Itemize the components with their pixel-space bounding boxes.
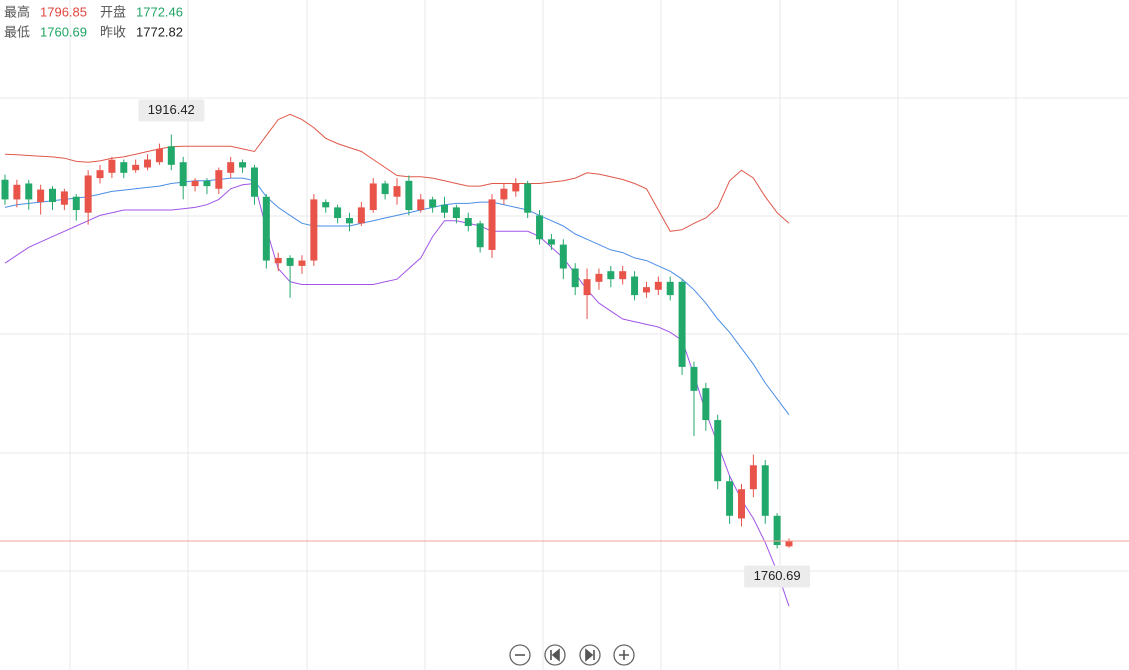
candle-body — [179, 162, 187, 187]
candle-body — [619, 271, 627, 280]
candle-body — [262, 196, 270, 261]
candle-body — [500, 188, 508, 200]
candle-body — [227, 162, 235, 173]
price-tag-box — [744, 565, 811, 588]
candle-body — [274, 257, 282, 264]
candle-body — [120, 162, 128, 173]
header-label: 开盘 — [100, 4, 126, 19]
candle-body — [512, 183, 520, 192]
candle-body — [96, 170, 104, 179]
candle-body — [144, 159, 152, 168]
candle-body — [749, 465, 757, 490]
candle-body — [654, 281, 662, 290]
header-label: 昨收 — [100, 24, 126, 39]
zoom-in-button[interactable] — [613, 644, 635, 666]
candle-body — [785, 541, 793, 547]
candle-body — [524, 183, 532, 213]
candle-body — [702, 388, 710, 421]
candle-body — [25, 183, 33, 200]
candle-body — [429, 199, 437, 208]
price-tag: 1760.69 — [754, 568, 801, 583]
candle-body — [583, 279, 591, 296]
header-value: 1772.82 — [136, 24, 183, 39]
candle-body — [417, 199, 425, 211]
band-line — [4, 177, 790, 416]
candle-body — [464, 218, 472, 226]
candle-body — [239, 162, 247, 168]
candle-body — [476, 223, 484, 248]
plot: 1916.42 1760.69 — [0, 99, 1129, 607]
candle-body — [357, 207, 365, 224]
candle-body — [108, 159, 116, 173]
candle-body — [167, 146, 175, 165]
header-value: 1760.69 — [40, 24, 87, 39]
candle-body — [132, 164, 140, 171]
candle-body — [322, 202, 330, 208]
candle-body — [536, 215, 544, 240]
candle-body — [642, 287, 650, 293]
candle-body — [298, 260, 306, 266]
band-line — [4, 182, 790, 607]
candle-body — [773, 515, 781, 546]
candle-body — [737, 489, 745, 519]
header-label: 最低 — [4, 24, 30, 39]
first-button[interactable] — [544, 644, 566, 666]
candle-body — [381, 183, 389, 195]
header-value: 1796.85 — [40, 4, 87, 19]
candle-body — [203, 180, 211, 187]
candle-body — [452, 207, 460, 219]
price-tag: 1916.42 — [148, 102, 195, 117]
candle-body — [250, 167, 258, 197]
band-line — [4, 113, 790, 232]
candle-body — [726, 481, 734, 516]
candle-body — [393, 186, 401, 197]
candle-body — [369, 183, 377, 211]
candle-body — [286, 257, 294, 266]
price-tag-box — [138, 99, 205, 122]
candle-body — [441, 204, 449, 213]
candle-body — [1, 179, 9, 200]
candle-body — [191, 180, 199, 187]
candle-body — [714, 420, 722, 482]
candle-body — [678, 281, 686, 367]
candle-body — [631, 276, 639, 296]
candle-body — [690, 366, 698, 391]
candle-body — [405, 180, 413, 211]
header-label: 最高 — [4, 4, 30, 19]
candle-body — [666, 281, 674, 296]
candle-body — [37, 189, 45, 203]
candle-body — [215, 170, 223, 189]
candle-body — [310, 199, 318, 261]
candle-body — [559, 244, 567, 269]
candle-body — [72, 196, 80, 211]
candle-body — [13, 184, 21, 200]
zoom-out-button[interactable] — [509, 644, 531, 666]
header-value: 1772.46 — [136, 4, 183, 19]
candle-body — [488, 199, 496, 250]
candle-body — [49, 188, 57, 203]
candle-body — [761, 465, 769, 516]
candle-body — [547, 239, 555, 245]
candle-body — [571, 268, 579, 288]
candle-body — [607, 271, 615, 280]
header: 最高 1796.85 开盘 1772.46 最低 1760.69 昨收 1772.82 — [4, 4, 183, 39]
candle-body — [60, 191, 68, 205]
candle-body — [155, 148, 163, 163]
last-button[interactable] — [579, 644, 601, 666]
candle-body — [345, 218, 353, 224]
candle-body — [334, 207, 342, 219]
candle-body — [595, 273, 603, 282]
candle-body — [84, 175, 92, 213]
